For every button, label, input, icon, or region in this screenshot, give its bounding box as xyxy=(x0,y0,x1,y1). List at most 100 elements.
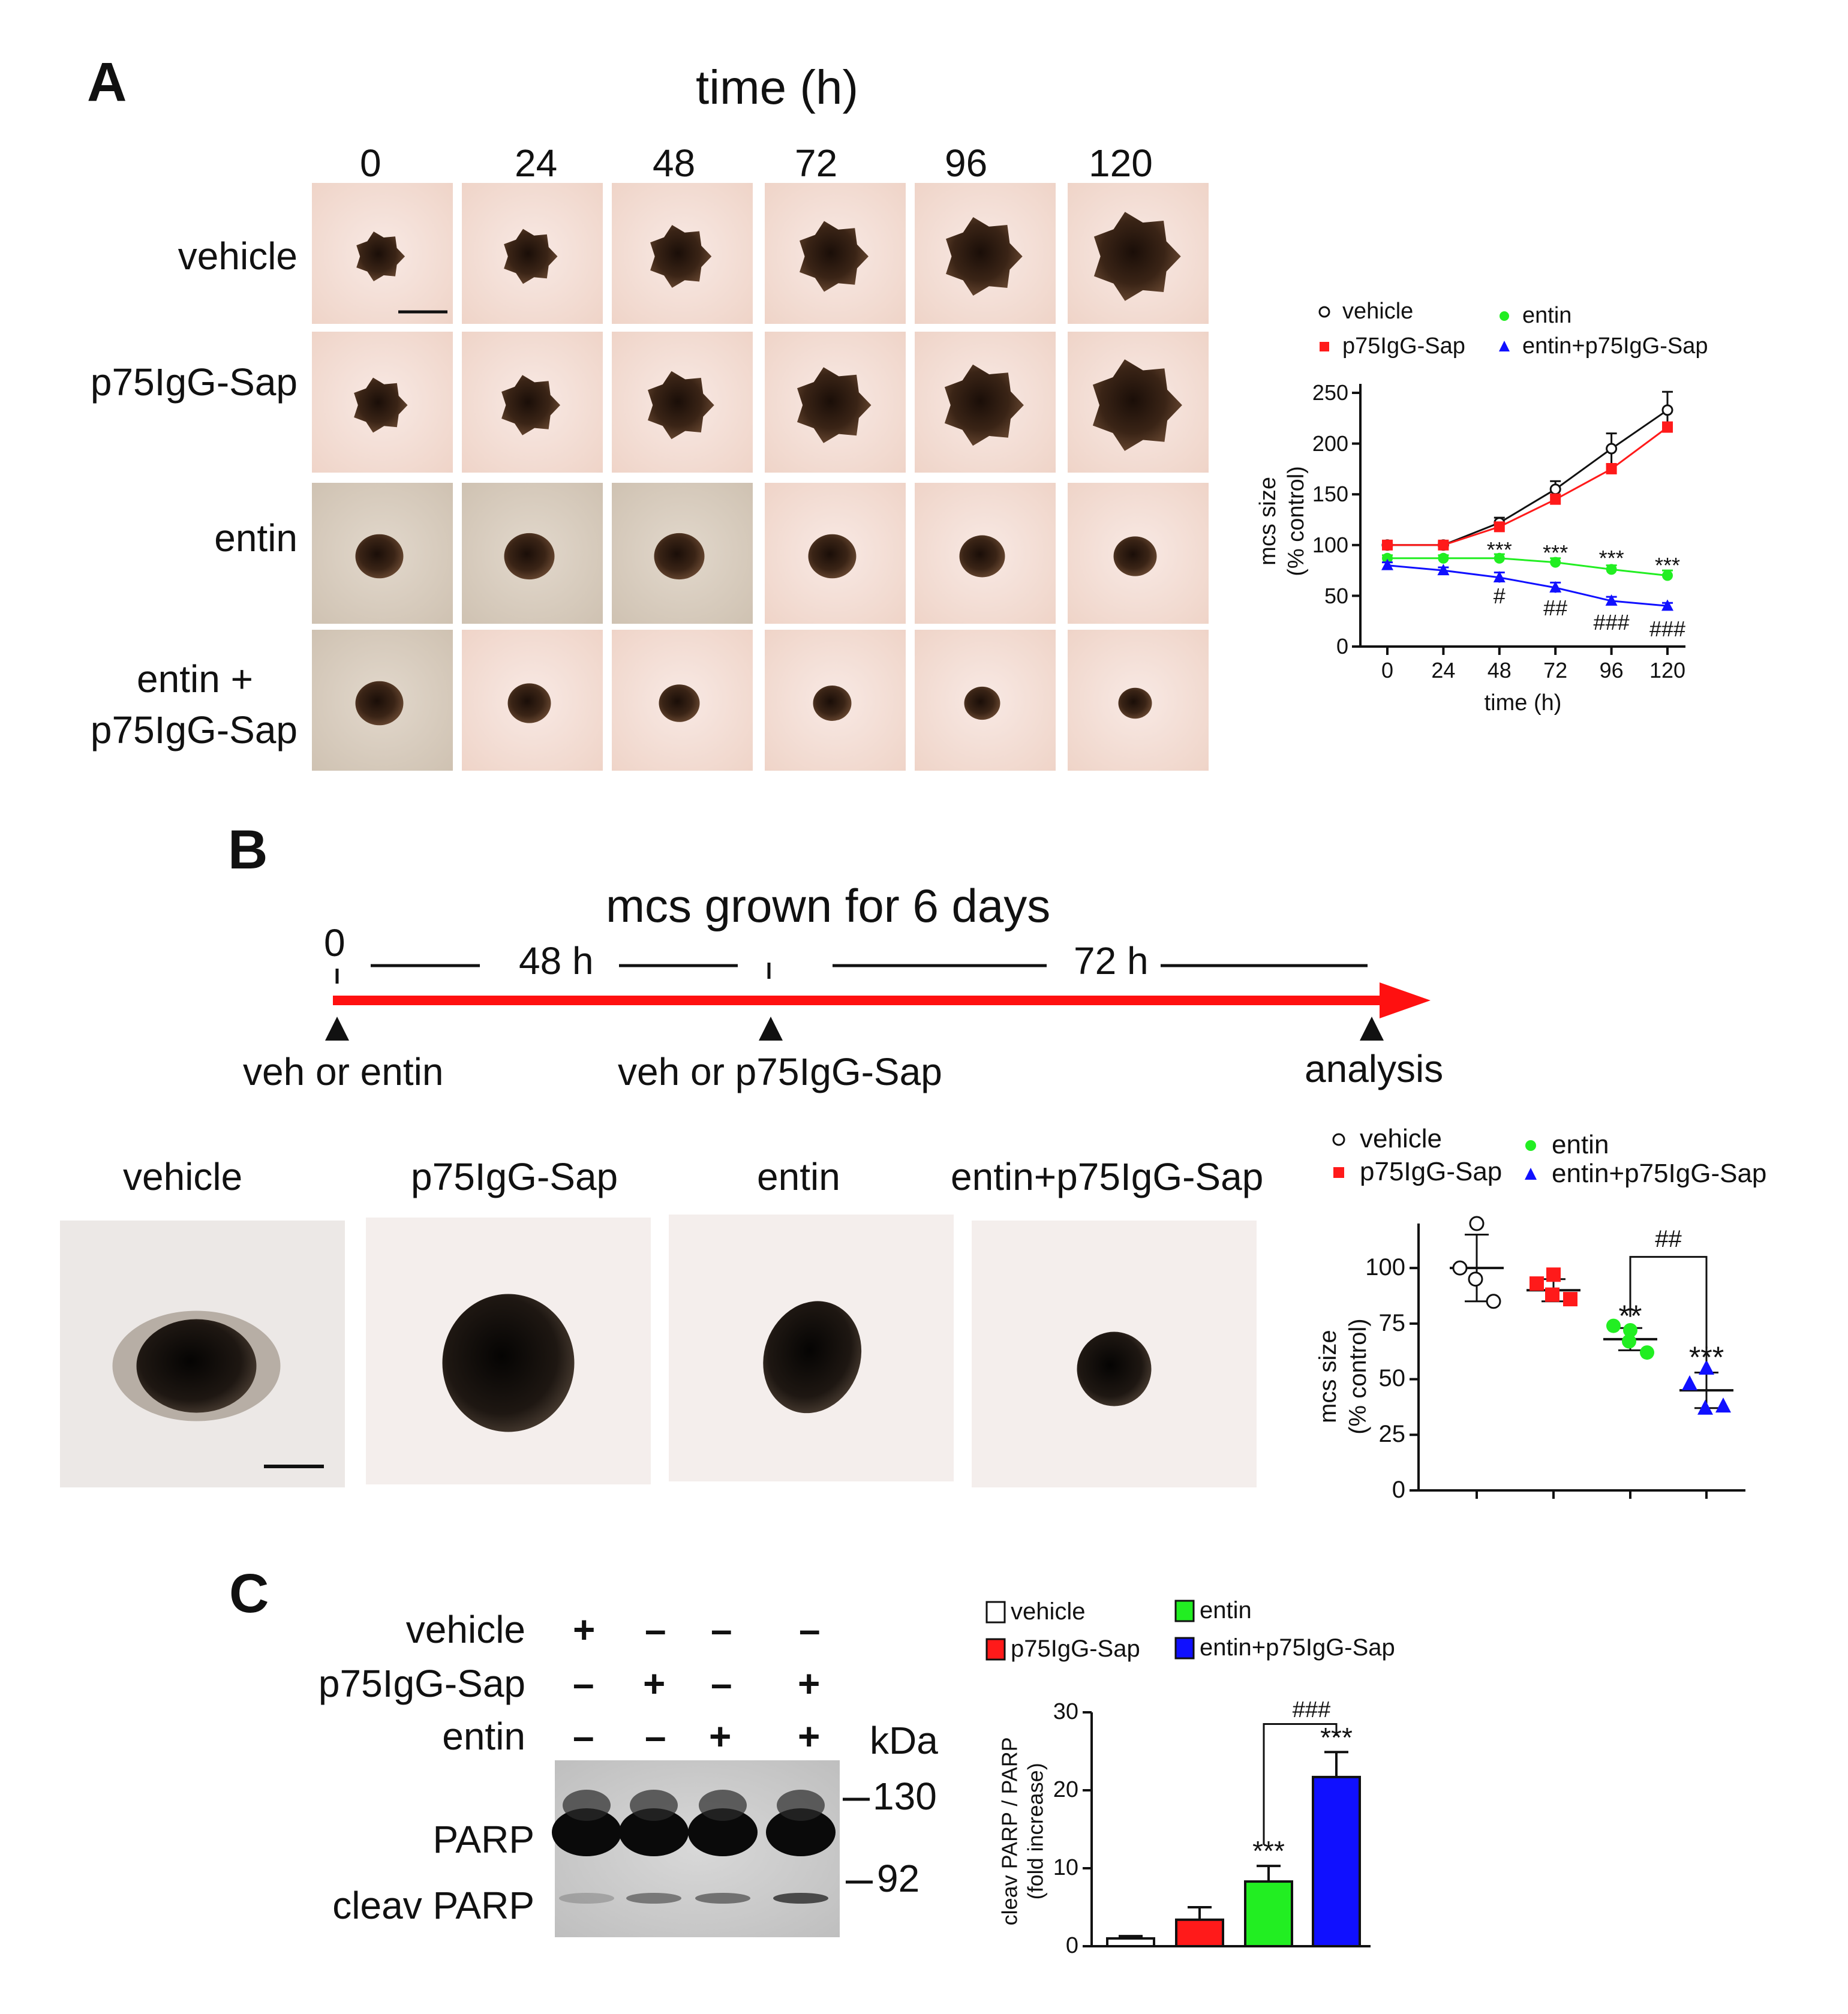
timepoint-label: 96 xyxy=(945,142,988,185)
legend-marker xyxy=(1525,1140,1536,1151)
data-point xyxy=(1437,564,1450,576)
data-point xyxy=(1697,1399,1713,1415)
spheroid xyxy=(763,1301,862,1414)
spheroid xyxy=(1093,212,1181,301)
panel-a-header: time (h) xyxy=(696,61,859,114)
data-point xyxy=(1452,1260,1468,1276)
spheroid xyxy=(136,1319,257,1413)
spheroid xyxy=(808,534,857,579)
chart-mcs-size-scatter xyxy=(1332,1133,1745,1499)
parp-band xyxy=(619,1808,689,1856)
series-line-entin xyxy=(1387,557,1668,577)
parp-band xyxy=(766,1808,836,1856)
parp-upper-smear xyxy=(563,1790,611,1821)
data-point xyxy=(1699,1360,1714,1375)
y-tick-label: 10 xyxy=(1053,1854,1078,1880)
spheroid xyxy=(944,364,1024,446)
data-point xyxy=(1682,1375,1697,1390)
panel-b-title: mcs grown for 6 days xyxy=(606,879,1051,932)
event-triangle xyxy=(759,1017,783,1041)
significance-mark: ## xyxy=(1543,595,1568,620)
significance-mark: *** xyxy=(1252,1835,1285,1867)
image-label-combo: entin+p75IgG-Sap xyxy=(951,1155,1264,1198)
series-line-p75IgG-Sap xyxy=(1387,426,1668,546)
y-tick-label: 0 xyxy=(1336,634,1348,659)
legend-marker xyxy=(1318,306,1330,318)
timeline-start: 0 xyxy=(324,921,345,964)
spheroid xyxy=(1092,359,1182,451)
x-tick-label: 0 xyxy=(1381,658,1394,683)
data-point xyxy=(1468,1271,1483,1287)
series-line-vehicle xyxy=(1387,409,1668,546)
spheroid xyxy=(654,533,705,580)
significance-mark: ### xyxy=(1593,609,1630,635)
data-point xyxy=(1494,552,1505,564)
legend-label: vehicle xyxy=(1342,298,1414,324)
lane-sign: – xyxy=(573,1662,594,1705)
data-point xyxy=(1662,422,1673,433)
y-tick-label: 0 xyxy=(1065,1932,1078,1958)
data-point xyxy=(1469,1216,1485,1231)
legend-label: entin xyxy=(1552,1130,1609,1160)
marker-92: 92 xyxy=(877,1857,920,1900)
cleaved-parp-band xyxy=(695,1893,750,1904)
bar-entin xyxy=(1244,1880,1293,1948)
spheroid xyxy=(504,533,555,580)
event-triangle xyxy=(325,1017,349,1041)
kda-label: kDa xyxy=(870,1719,938,1762)
legend-marker xyxy=(1500,311,1509,321)
data-point xyxy=(1438,539,1449,551)
legend-label: entin+p75IgG-Sap xyxy=(1200,1634,1395,1661)
y-tick-label: 30 xyxy=(1053,1699,1078,1724)
event-triangle xyxy=(1360,1017,1384,1041)
treatment-label-p75igg-sap: p75IgG-Sap xyxy=(318,1662,525,1705)
data-point xyxy=(1715,1397,1731,1413)
lane-sign: – xyxy=(645,1608,666,1651)
legend-marker xyxy=(1499,341,1510,351)
cleaved-parp-band xyxy=(773,1893,828,1904)
lane-sign: + xyxy=(643,1662,666,1705)
bar-entin+p75IgG-Sap xyxy=(1312,1775,1361,1947)
legend-marker xyxy=(1332,1133,1345,1146)
legend-label: entin+p75IgG-Sap xyxy=(1522,333,1708,359)
legend-label: entin xyxy=(1522,302,1572,328)
spheroid xyxy=(650,225,712,288)
lane-sign: – xyxy=(799,1608,821,1651)
timepoint-label: 24 xyxy=(515,142,558,185)
legend-marker xyxy=(1333,1167,1344,1178)
data-point xyxy=(1563,1292,1577,1307)
data-point xyxy=(1606,463,1617,474)
panel-label-b: B xyxy=(228,819,268,880)
legend-marker xyxy=(1174,1600,1195,1622)
y-tick-label: 100 xyxy=(1365,1254,1405,1280)
y-tick-label: 50 xyxy=(1378,1365,1406,1392)
significance-mark: ## xyxy=(1655,1226,1682,1253)
data-point xyxy=(1549,581,1562,593)
significance-mark: ** xyxy=(1618,1299,1642,1333)
data-point xyxy=(1382,552,1393,564)
x-tick-label: 72 xyxy=(1543,658,1568,683)
legend-label: p75IgG-Sap xyxy=(1342,333,1465,359)
y-tick-label: 20 xyxy=(1053,1776,1078,1802)
y-tick-label: 150 xyxy=(1312,482,1348,507)
legend-label: entin+p75IgG-Sap xyxy=(1552,1159,1767,1189)
data-point xyxy=(1623,1323,1637,1337)
spheroid xyxy=(507,683,551,723)
significance-bracket xyxy=(1629,1256,1708,1361)
y-tick-label: 0 xyxy=(1392,1476,1405,1503)
significance-mark: ### xyxy=(1292,1697,1331,1723)
data-point xyxy=(1606,1318,1621,1333)
spheroid xyxy=(964,686,1000,720)
timeline-seg1: 48 h xyxy=(519,939,594,982)
y-tick-label: 100 xyxy=(1312,532,1348,557)
parp-upper-smear xyxy=(699,1790,747,1821)
y-tick-label: 50 xyxy=(1324,583,1348,608)
data-point xyxy=(1661,599,1673,611)
image-label-entin: entin xyxy=(757,1155,840,1198)
y-axis-label: (fold increase) xyxy=(1023,1763,1048,1900)
data-point xyxy=(1493,570,1506,582)
event-veh-or-sap: veh or p75IgG-Sap xyxy=(618,1050,942,1093)
spheroid xyxy=(442,1294,575,1432)
significance-mark: *** xyxy=(1654,552,1681,578)
